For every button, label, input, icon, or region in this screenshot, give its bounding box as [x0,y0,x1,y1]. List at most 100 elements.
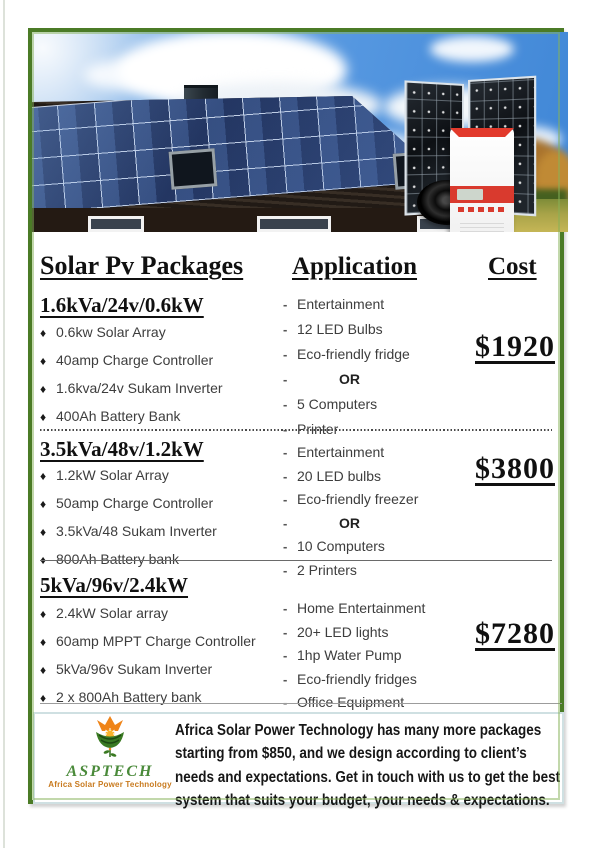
column-header-application: Application [292,253,418,280]
diamond-bullet-icon: ♦ [40,691,47,705]
dash-bullet-icon: - [283,601,288,616]
column-header-packages: Solar Pv Packages [40,251,244,280]
footer-line: starting from $850, and we design accord… [175,745,527,763]
inverter-vents [460,223,504,232]
package-title: 3.5kVa/48v/1.2kW [40,437,204,461]
column-header-cost: Cost [488,253,537,280]
dash-bullet-icon: - [283,648,288,664]
footer-line: needs and expectations. Get in touch wit… [175,768,561,786]
package-spec-item: ♦ 1.6kva/24v Sukam Inverter [40,380,223,408]
inverter-red-band [450,186,514,203]
application-item: - Eco-friendly fridge [283,342,410,367]
package-title: 5kVa/96v/2.4kW [40,573,189,597]
page-edge-line [3,0,5,848]
logo-name: ASPTECH [66,763,154,780]
spec-text: 2 x 800Ah Battery bank [56,689,202,705]
package-spec-list: ♦ 0.6kw Solar Array ♦ 40amp Charge Control… [40,324,223,436]
application-list: - Entertainment -20 LED bulbs - Eco-friend… [283,441,418,583]
application-text: 2 Printers [297,561,357,578]
application-item: -10 Computers [283,535,418,559]
package-spec-item: ♦ 5kVa/96v Sukam Inverter [40,661,256,689]
application-item: -2 Printers [283,559,418,583]
package-spec-list: ♦ 1.2kW Solar Array ♦ 50amp Charge Control… [40,467,217,579]
dash-bullet-icon: - [283,445,288,460]
dash-bullet-icon: - [283,297,288,312]
application-item: -1hp Water Pump [283,644,425,668]
package-spec-item: ♦ 2 x 800Ah Battery bank [40,689,256,717]
application-text: Entertainment [297,296,385,312]
dash-bullet-icon: - [283,492,288,508]
application-text: Home Entertainment [297,600,426,616]
inverter-buttons [458,207,506,212]
footer-line: Africa Solar Power Technology has many m… [175,722,542,739]
application-item: -12 LED Bulbs [283,317,410,342]
dash-bullet-icon: - [283,468,288,484]
spec-text: 40amp Charge Controller [56,352,214,368]
package-cost: $1920 [475,330,555,363]
company-logo: ASPTECH Africa Solar Power Technology [47,716,173,800]
diamond-bullet-icon: ♦ [40,469,47,483]
package-cost: $3800 [475,452,555,485]
footer-line: system that suits your budget, your need… [175,791,550,809]
application-list: - Home Entertainment -20+ LED lights -1hp… [283,597,425,715]
dash-bullet-icon: - [283,539,288,555]
inverter-top-band [450,128,514,137]
application-text: 10 Computers [297,538,385,555]
spec-text: 400Ah Battery Bank [56,408,181,424]
solar-inverter [450,128,514,232]
package-spec-list: ♦ 2.4kW Solar array ♦ 60amp MPPT Charge Co… [40,605,256,717]
dash-bullet-icon: - [283,515,288,531]
package-title: 1.6kVa/24v/0.6kW [40,293,204,317]
diamond-bullet-icon: ♦ [40,663,47,677]
dash-bullet-icon: - [283,372,288,387]
spec-text: 60amp MPPT Charge Controller [56,633,256,649]
spec-text: 1.6kva/24v Sukam Inverter [56,380,223,396]
spec-text: 3.5kVa/48 Sukam Inverter [56,523,217,539]
package-spec-item: ♦ 2.4kW Solar array [40,605,256,633]
application-item: -20+ LED lights [283,621,425,645]
package-spec-item: ♦ 3.5kVa/48 Sukam Inverter [40,523,217,551]
package-spec-item: ♦ 50amp Charge Controller [40,495,217,523]
diamond-bullet-icon: ♦ [40,497,47,511]
application-text: OR [339,514,360,531]
footer-message: Africa Solar Power Technology has many m… [175,719,567,812]
spec-text: 50amp Charge Controller [56,495,214,511]
roof-window [168,148,218,190]
package-spec-item: ♦ 60amp MPPT Charge Controller [40,633,256,661]
package-spec-item: ♦ 400Ah Battery Bank [40,408,223,436]
application-text: OR [339,371,360,387]
cloud [430,36,514,62]
dash-bullet-icon: - [283,695,288,711]
cloud [84,60,168,90]
application-item: -20 LED bulbs [283,465,418,489]
application-text: Office Equipment [297,694,405,711]
application-item: - Eco-friendly freezer [283,488,418,512]
application-item: -5 Computers [283,392,410,417]
spec-text: 2.4kW Solar array [56,605,169,621]
spec-text: 5kVa/96v Sukam Inverter [56,661,213,677]
dash-bullet-icon: - [283,671,288,687]
application-or: - OR [283,367,410,392]
diamond-bullet-icon: ♦ [40,635,47,649]
application-item: - Entertainment [283,292,410,317]
solid-separator [40,560,552,561]
package-spec-item: ♦ 40amp Charge Controller [40,352,223,380]
house-window [88,216,144,232]
diamond-bullet-icon: ♦ [40,607,47,621]
spec-text: 0.6kw Solar Array [56,324,166,340]
application-item: - Office Equipment [283,691,425,715]
inverter-lcd-display [457,189,483,200]
application-or: - OR [283,512,418,536]
logo-tagline: Africa Solar Power Technology [48,780,172,789]
dash-bullet-icon: - [283,322,288,337]
package-cost: $7280 [475,617,555,650]
application-item: - Entertainment [283,441,418,465]
application-list: - Entertainment -12 LED Bulbs - Eco-friend… [283,292,410,442]
dash-bullet-icon: - [283,397,288,412]
spec-text: 1.2kW Solar Array [56,467,169,483]
diamond-bullet-icon: ♦ [40,525,47,539]
application-text: 1hp Water Pump [297,647,402,664]
hero-photo [32,32,568,232]
diamond-bullet-icon: ♦ [40,410,47,424]
